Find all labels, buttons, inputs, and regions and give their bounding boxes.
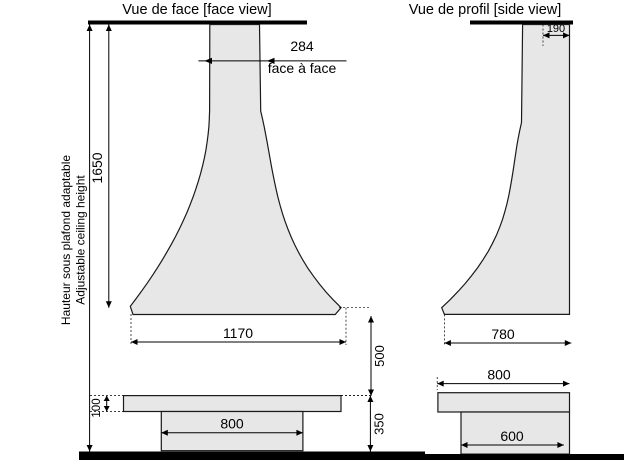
svg-text:600: 600: [500, 428, 524, 444]
svg-text:284: 284: [290, 38, 314, 54]
svg-text:780: 780: [491, 326, 515, 342]
svg-text:Vue de profil [side view]: Vue de profil [side view]: [409, 2, 562, 18]
svg-text:100: 100: [91, 398, 103, 417]
svg-text:1650: 1650: [89, 152, 105, 183]
svg-text:Hauteur sous plafond adaptable: Hauteur sous plafond adaptable: [59, 155, 73, 325]
svg-text:350: 350: [372, 413, 387, 435]
svg-text:Adjustable ceiling height: Adjustable ceiling height: [74, 175, 88, 305]
svg-text:800: 800: [487, 367, 511, 383]
svg-text:190: 190: [547, 23, 565, 35]
svg-text:1170: 1170: [223, 325, 253, 341]
svg-text:500: 500: [372, 345, 387, 367]
svg-text:800: 800: [220, 416, 244, 432]
svg-text:face à face: face à face: [268, 60, 337, 76]
svg-text:Vue de face [face view]: Vue de face [face view]: [122, 2, 271, 18]
